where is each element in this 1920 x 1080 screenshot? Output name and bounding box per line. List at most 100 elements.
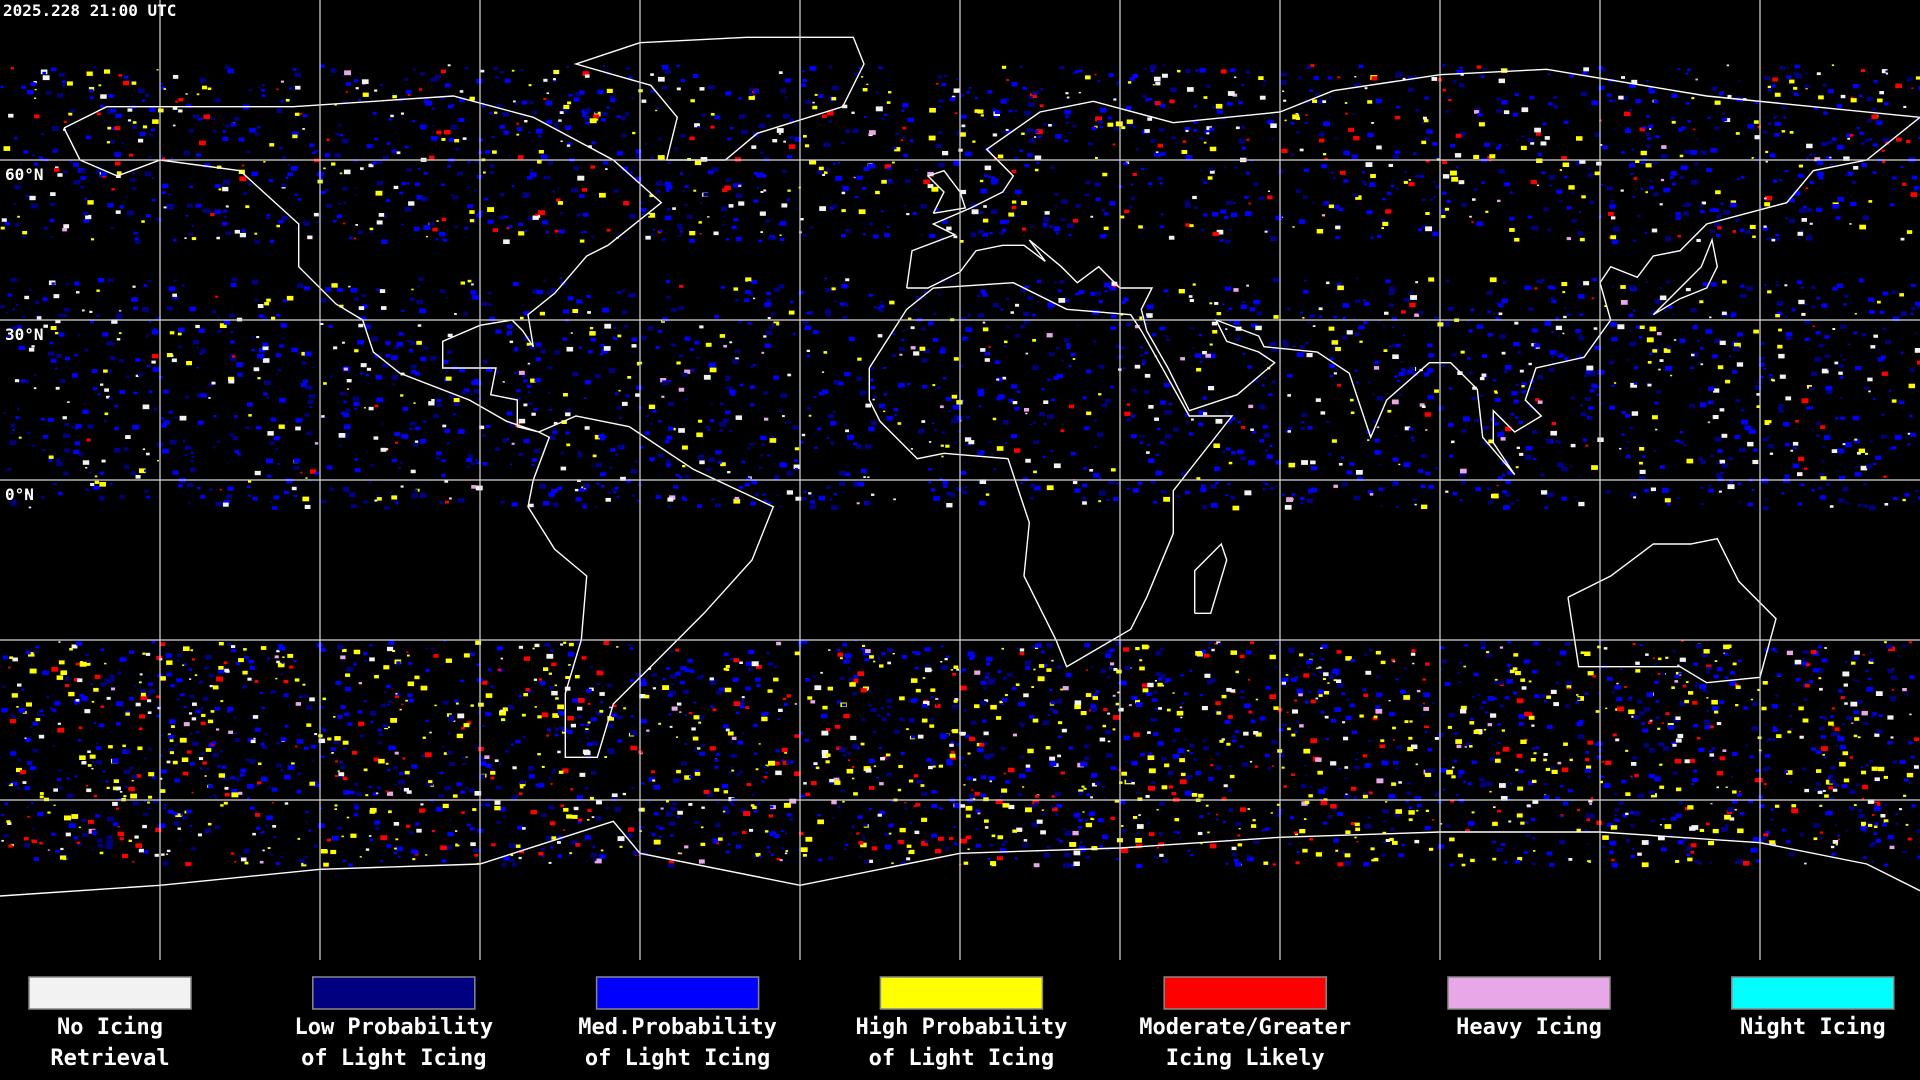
icing-pixel — [534, 377, 541, 383]
icing-pixel — [1492, 142, 1496, 145]
icing-pixel — [1202, 213, 1208, 217]
icing-pixel — [1403, 695, 1411, 700]
icing-pixel — [639, 201, 644, 205]
icing-pixel — [1093, 181, 1101, 187]
icing-pixel — [1373, 857, 1379, 862]
icing-pixel — [1861, 163, 1868, 168]
icing-pixel — [1835, 417, 1839, 420]
icing-pixel — [531, 458, 537, 462]
icing-pixel — [682, 497, 687, 501]
icing-pixel — [1679, 338, 1686, 343]
icing-pixel — [804, 325, 812, 331]
icing-pixel — [884, 164, 892, 169]
icing-pixel — [584, 74, 590, 78]
icing-pixel — [135, 374, 139, 377]
icing-pixel — [1261, 384, 1265, 387]
icing-pixel — [1578, 336, 1585, 341]
icing-pixel — [148, 156, 152, 159]
icing-pixel — [1019, 66, 1023, 68]
icing-pixel — [826, 485, 831, 489]
icing-pixel — [994, 110, 1001, 114]
icing-pixel — [552, 502, 559, 507]
icing-pixel — [1409, 720, 1413, 723]
icing-pixel — [304, 286, 310, 291]
icing-pixel — [363, 500, 368, 504]
icing-pixel — [408, 201, 415, 206]
icing-pixel — [1528, 215, 1533, 219]
icing-pixel — [1062, 828, 1066, 831]
icing-pixel — [604, 435, 607, 438]
icing-pixel — [1176, 495, 1181, 498]
icing-pixel — [767, 317, 771, 320]
icing-pixel — [432, 125, 435, 127]
icing-pixel — [520, 316, 524, 320]
icing-pixel — [587, 809, 592, 812]
icing-pixel — [108, 373, 111, 375]
icing-pixel — [1790, 728, 1793, 730]
icing-pixel — [1905, 823, 1909, 826]
icing-pixel — [1729, 480, 1733, 483]
icing-pixel — [1914, 489, 1919, 493]
icing-pixel — [603, 346, 611, 351]
icing-pixel — [1161, 490, 1167, 494]
icing-pixel — [1699, 209, 1705, 214]
icing-pixel — [119, 205, 125, 209]
icing-pixel — [1638, 475, 1646, 481]
icing-pixel — [1090, 706, 1098, 711]
icing-pixel — [1086, 411, 1092, 416]
icing-pixel — [331, 283, 338, 288]
icing-pixel — [22, 235, 26, 238]
icing-pixel — [413, 226, 420, 232]
icing-pixel — [1408, 179, 1411, 181]
icing-pixel — [1322, 153, 1327, 156]
icing-pixel — [114, 161, 121, 166]
icing-pixel — [1661, 145, 1667, 149]
icing-pixel — [1863, 386, 1869, 390]
icing-pixel — [1301, 412, 1307, 417]
icing-pixel — [68, 160, 73, 163]
icing-pixel — [254, 727, 261, 732]
icing-pixel — [354, 187, 358, 190]
icing-pixel — [422, 736, 426, 739]
icing-pixel — [1341, 482, 1348, 487]
icing-pixel — [168, 286, 176, 292]
icing-pixel — [1832, 328, 1836, 330]
icing-pixel — [870, 421, 877, 426]
icing-pixel — [22, 231, 28, 235]
icing-pixel — [404, 207, 412, 212]
icing-pixel — [1594, 171, 1600, 176]
icing-pixel — [1559, 650, 1567, 656]
icing-pixel — [1798, 164, 1803, 168]
icing-pixel — [358, 721, 365, 726]
icing-pixel — [582, 803, 586, 806]
icing-pixel — [382, 155, 389, 160]
icing-pixel — [91, 369, 98, 374]
icing-pixel — [1717, 365, 1724, 370]
icing-pixel — [57, 93, 64, 98]
icing-pixel — [338, 124, 342, 127]
icing-pixel — [1085, 180, 1091, 185]
icing-pixel — [1801, 218, 1807, 222]
icing-pixel — [738, 114, 746, 119]
icing-pixel — [1729, 671, 1735, 675]
icing-pixel — [204, 828, 212, 834]
icing-pixel — [160, 86, 166, 90]
icing-pixel — [761, 351, 765, 354]
icing-pixel — [1531, 430, 1538, 434]
icing-pixel — [725, 178, 731, 182]
icing-pixel — [869, 130, 876, 135]
icing-pixel — [212, 129, 217, 133]
icing-pixel — [914, 666, 919, 670]
icing-pixel — [1363, 299, 1366, 302]
icing-pixel — [495, 785, 502, 790]
icing-pixel — [447, 64, 451, 67]
icing-pixel — [1072, 358, 1076, 360]
icing-pixel — [287, 163, 291, 167]
icing-pixel — [174, 778, 180, 783]
icing-pixel — [1652, 415, 1658, 420]
icing-pixel — [1714, 436, 1721, 442]
icing-pixel — [566, 443, 571, 447]
icing-pixel — [1562, 291, 1566, 294]
icing-pixel — [1484, 142, 1490, 147]
icing-pixel — [1245, 71, 1251, 74]
